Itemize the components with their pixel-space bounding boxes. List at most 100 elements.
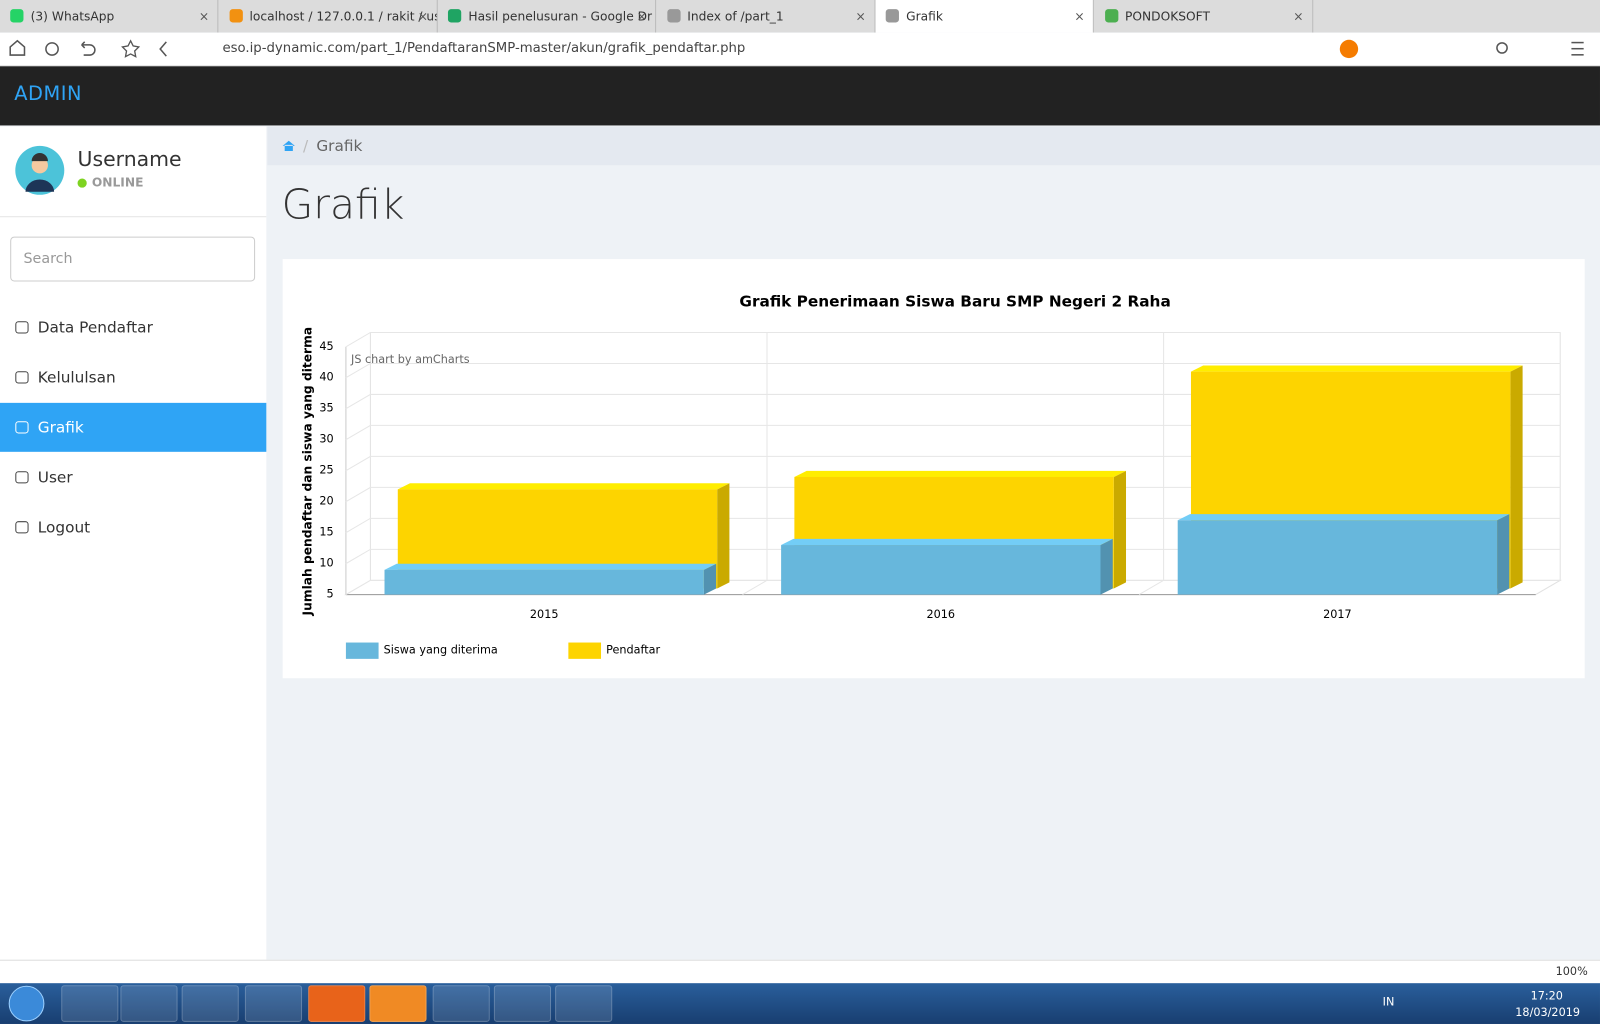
page-title: Grafik bbox=[281, 181, 405, 229]
tab-close[interactable]: × bbox=[417, 9, 429, 24]
bar-top bbox=[1177, 514, 1510, 521]
chart-card: Grafik Penerimaan Siswa Baru SMP Negeri … bbox=[282, 259, 1585, 679]
tab-close[interactable]: × bbox=[1293, 9, 1304, 24]
tab-title: Grafik bbox=[906, 9, 943, 24]
menu-icon bbox=[15, 521, 29, 534]
y-tick-label: 25 bbox=[319, 464, 333, 477]
y-tick-label: 20 bbox=[319, 495, 333, 508]
clock-date[interactable]: 18/03/2019 bbox=[1515, 1005, 1580, 1019]
url[interactable]: eso.ip-dynamic.com/part_1/PendaftaranSMP… bbox=[222, 40, 746, 57]
tab-close[interactable]: × bbox=[636, 9, 647, 24]
x-tick-label: 2016 bbox=[927, 608, 956, 621]
bar-side bbox=[1113, 470, 1127, 589]
tab-bar: (3) WhatsApp × localhost / 127.0.0.1 / rak… bbox=[0, 0, 1600, 33]
chart: Grafik Penerimaan Siswa Baru SMP Negeri … bbox=[301, 292, 1563, 659]
bar bbox=[384, 563, 717, 595]
bar-top bbox=[384, 563, 717, 570]
menu-label: Data Pendaftar bbox=[37, 318, 153, 337]
bar-top bbox=[397, 483, 730, 490]
browser-tab[interactable]: PONDOKSOFT × bbox=[1094, 0, 1313, 33]
taskbar-app[interactable] bbox=[61, 985, 119, 1022]
legend-label: Pendaftar bbox=[606, 644, 660, 657]
category-grid-line bbox=[1138, 332, 1165, 596]
menu-icon bbox=[15, 321, 29, 334]
tab-icon bbox=[447, 9, 462, 23]
zoom[interactable]: 100% bbox=[1555, 964, 1588, 979]
tab-close[interactable]: × bbox=[1074, 9, 1085, 24]
bar-side bbox=[1510, 365, 1523, 589]
taskbar-app[interactable] bbox=[432, 985, 490, 1022]
browser-tab[interactable]: (3) WhatsApp × bbox=[0, 0, 219, 33]
bar-side bbox=[1100, 538, 1113, 595]
home-icon[interactable] bbox=[282, 140, 296, 152]
tab-close[interactable]: × bbox=[855, 9, 866, 24]
username: Username bbox=[77, 146, 182, 172]
taskbar-app[interactable] bbox=[369, 985, 427, 1022]
taskbar-app[interactable] bbox=[181, 985, 239, 1022]
y-tick-label: 45 bbox=[319, 340, 333, 353]
search-input[interactable]: Search bbox=[10, 236, 256, 282]
start-button[interactable] bbox=[4, 983, 49, 1024]
legend-label: Siswa yang diterima bbox=[384, 644, 498, 657]
menu-item[interactable]: Kelululsan bbox=[0, 353, 266, 402]
toolbar-icons[interactable] bbox=[1265, 33, 1592, 66]
menu-item[interactable]: Logout bbox=[0, 503, 266, 552]
taskbar: IN 17:20 18/03/2019 bbox=[0, 983, 1600, 1024]
tab-close[interactable]: × bbox=[198, 9, 210, 24]
language[interactable]: IN bbox=[1382, 995, 1395, 1009]
tab-title: PONDOKSOFT bbox=[1124, 9, 1210, 24]
taskbar-app[interactable] bbox=[555, 985, 613, 1022]
avatar bbox=[15, 145, 65, 195]
menu-icon bbox=[15, 471, 29, 484]
tab-icon bbox=[666, 9, 681, 23]
tab-icon bbox=[885, 9, 899, 23]
menu-label: Grafik bbox=[37, 418, 84, 437]
bar bbox=[1177, 514, 1510, 595]
browser-tab[interactable]: Hasil penelusuran - Google Dr × bbox=[438, 0, 657, 33]
bar-side bbox=[1497, 514, 1510, 595]
separator: / bbox=[303, 136, 309, 156]
divider bbox=[0, 216, 267, 218]
bar-side bbox=[703, 563, 717, 595]
browser-tab[interactable]: Index of /part_1 × bbox=[657, 0, 875, 33]
bar bbox=[781, 538, 1113, 595]
menu-label: Logout bbox=[37, 518, 91, 537]
nav-buttons[interactable] bbox=[0, 33, 204, 66]
clock-time[interactable]: 17:20 bbox=[1530, 989, 1563, 1003]
taskbar-app[interactable] bbox=[120, 985, 178, 1022]
legend-swatch bbox=[345, 642, 379, 659]
tab-icon bbox=[1104, 9, 1118, 23]
y-tick-label: 15 bbox=[319, 526, 333, 539]
breadcrumb-bar: / Grafik bbox=[267, 126, 1600, 166]
menu-icon bbox=[15, 421, 29, 434]
taskbar-app[interactable] bbox=[308, 985, 366, 1022]
brand[interactable]: ADMIN bbox=[14, 82, 82, 106]
menu-item[interactable]: Grafik bbox=[0, 402, 267, 452]
y-tick-label: 40 bbox=[319, 371, 333, 384]
y-tick-label: 10 bbox=[319, 557, 333, 570]
breadcrumb: Grafik bbox=[316, 136, 363, 156]
x-tick-label: 2017 bbox=[1323, 608, 1352, 621]
legend-swatch bbox=[568, 642, 602, 659]
menu-item[interactable]: User bbox=[0, 453, 266, 502]
y-axis-label: Jumlah pendaftar dan siswa yang diterma bbox=[301, 327, 315, 617]
navbar: ADMIN bbox=[0, 66, 1600, 126]
chart-credit: JS chart by amCharts bbox=[350, 353, 470, 366]
menu-icon bbox=[15, 371, 29, 384]
browser-tab[interactable]: localhost / 127.0.0.1 / rakit / us × bbox=[219, 0, 438, 33]
bar-top bbox=[1190, 365, 1523, 372]
bar-front bbox=[781, 545, 1101, 595]
menu-item[interactable]: Data Pendaftar bbox=[0, 303, 266, 352]
browser-tab[interactable]: Grafik × bbox=[875, 0, 1094, 33]
bar-top bbox=[781, 538, 1113, 546]
bar-front bbox=[384, 569, 704, 595]
sidebar: Username ONLINE Search Data Pendaftar Kel… bbox=[0, 126, 267, 960]
tab-icon bbox=[229, 9, 243, 23]
tab-title: Index of /part_1 bbox=[687, 9, 784, 24]
tab-title: localhost / 127.0.0.1 / rakit / us bbox=[249, 9, 438, 24]
taskbar-app[interactable] bbox=[244, 985, 303, 1022]
taskbar-app[interactable] bbox=[493, 985, 552, 1022]
bar-front bbox=[1177, 520, 1498, 595]
status-dot bbox=[77, 178, 87, 188]
